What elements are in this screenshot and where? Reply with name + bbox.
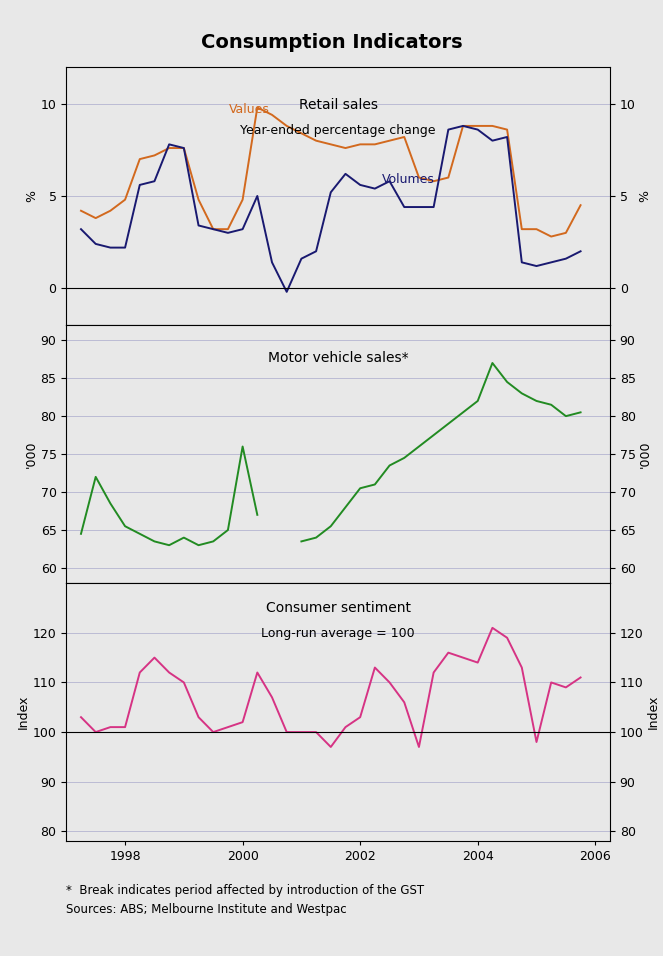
Y-axis label: Index: Index xyxy=(646,695,659,729)
Y-axis label: %: % xyxy=(25,190,38,202)
Text: Consumer sentiment: Consumer sentiment xyxy=(266,601,410,616)
Text: Sources: ABS; Melbourne Institute and Westpac: Sources: ABS; Melbourne Institute and We… xyxy=(66,903,347,917)
Y-axis label: %: % xyxy=(638,190,651,202)
Text: Volumes: Volumes xyxy=(382,173,434,186)
Text: Long-run average = 100: Long-run average = 100 xyxy=(261,627,415,640)
Text: *  Break indicates period affected by introduction of the GST: * Break indicates period affected by int… xyxy=(66,884,424,898)
Text: Retail sales: Retail sales xyxy=(298,98,378,112)
Y-axis label: Index: Index xyxy=(17,695,30,729)
Text: Values: Values xyxy=(229,103,271,117)
Text: Year-ended percentage change: Year-ended percentage change xyxy=(241,123,436,137)
Y-axis label: '000: '000 xyxy=(25,441,38,467)
Text: Motor vehicle sales*: Motor vehicle sales* xyxy=(268,351,408,365)
Text: Consumption Indicators: Consumption Indicators xyxy=(201,33,462,53)
Y-axis label: '000: '000 xyxy=(638,441,652,467)
